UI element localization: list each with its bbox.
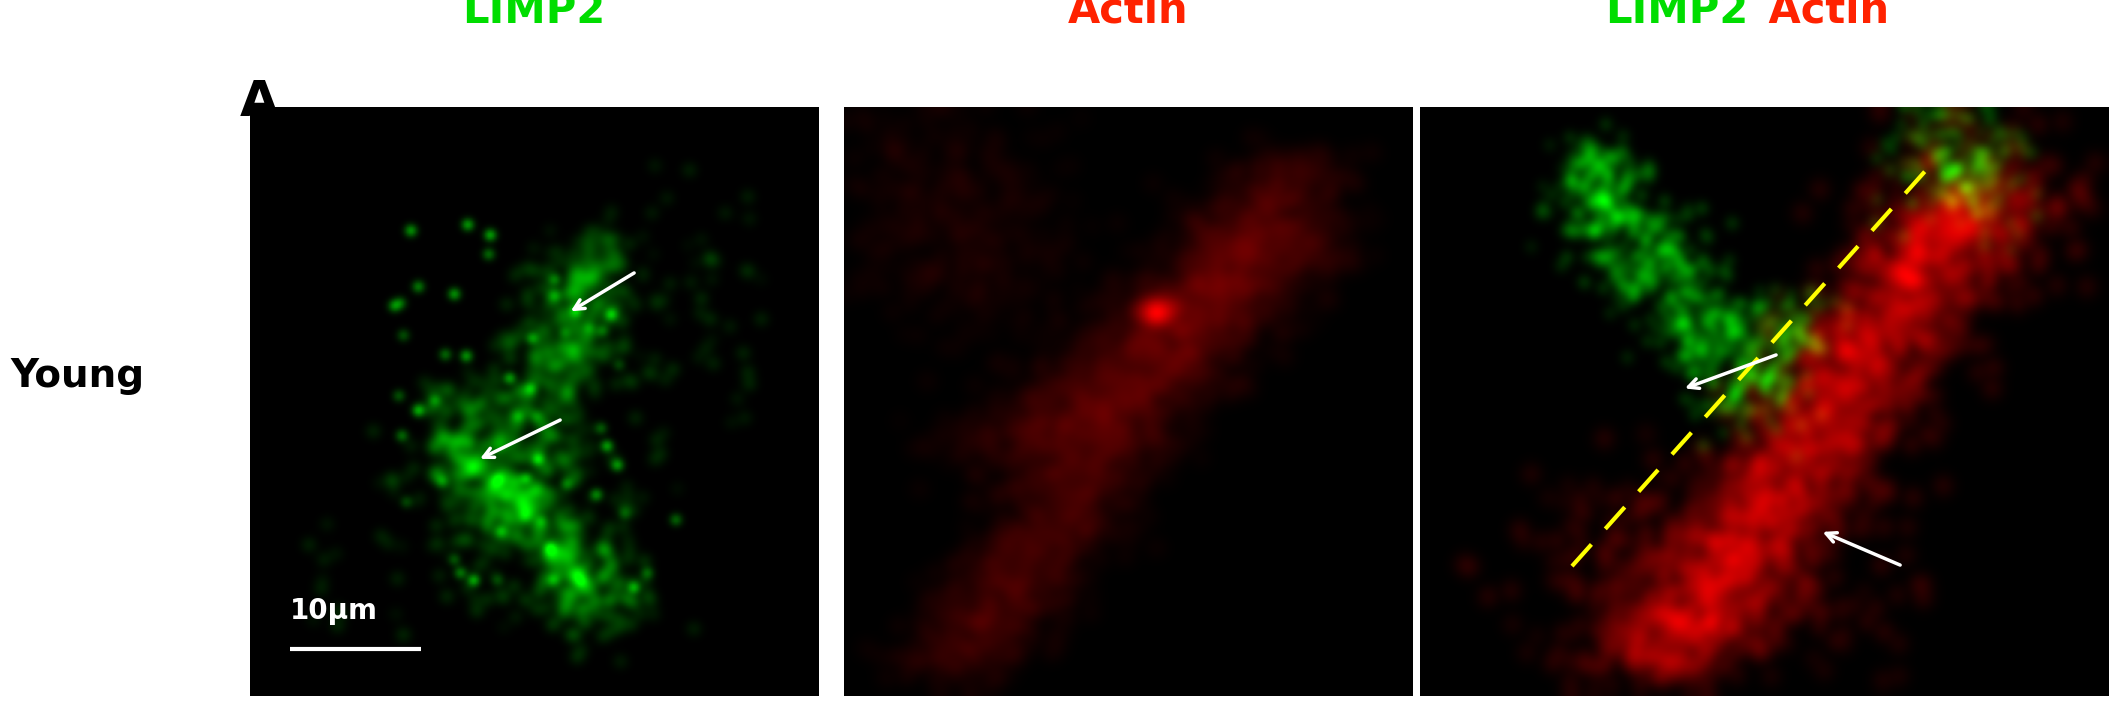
Text: 10μm: 10μm — [290, 597, 377, 625]
Text: A: A — [240, 78, 278, 126]
Text: Actin: Actin — [1068, 0, 1187, 32]
Text: Actin: Actin — [1755, 0, 1889, 32]
Text: LIMP2: LIMP2 — [462, 0, 606, 32]
Text: LIMP2: LIMP2 — [1605, 0, 1747, 32]
Text: Young: Young — [11, 357, 144, 395]
